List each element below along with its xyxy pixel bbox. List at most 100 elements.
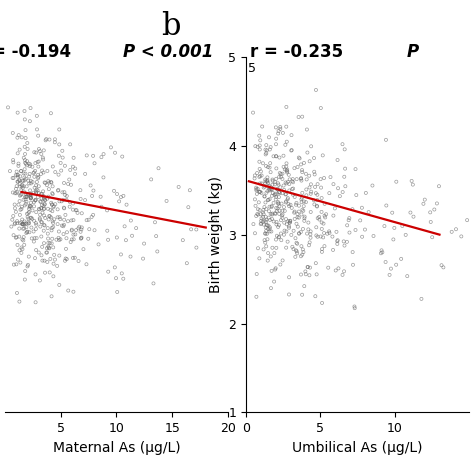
Point xyxy=(11,204,19,212)
Point xyxy=(263,230,271,237)
Point xyxy=(37,252,45,259)
Point xyxy=(299,168,306,176)
Point xyxy=(320,174,328,182)
Point xyxy=(267,185,274,192)
Point xyxy=(13,289,21,297)
Point xyxy=(36,206,43,213)
Point xyxy=(302,271,310,278)
Point xyxy=(18,182,26,190)
Point xyxy=(320,229,328,237)
Point xyxy=(14,219,21,227)
Point xyxy=(274,180,282,187)
Point xyxy=(41,196,49,204)
Point xyxy=(349,261,357,269)
Point xyxy=(288,131,295,139)
Point xyxy=(261,230,269,237)
Point xyxy=(270,153,277,160)
Point xyxy=(63,235,70,242)
Point xyxy=(16,180,24,188)
Point xyxy=(273,135,280,143)
Point xyxy=(294,163,301,171)
Point xyxy=(258,172,265,179)
Point xyxy=(370,232,377,240)
Point xyxy=(271,178,279,186)
Point xyxy=(55,236,63,244)
Point xyxy=(311,171,319,178)
Point xyxy=(50,273,57,280)
Point xyxy=(58,222,66,229)
Point xyxy=(294,213,301,221)
Point xyxy=(55,186,62,194)
Point xyxy=(25,219,33,227)
Point xyxy=(292,201,300,209)
Point xyxy=(254,143,262,151)
Point xyxy=(280,186,288,194)
Point xyxy=(20,241,28,249)
Point xyxy=(280,163,287,171)
Point xyxy=(303,175,310,183)
Point xyxy=(289,191,297,199)
Point xyxy=(269,176,276,183)
Point xyxy=(334,156,341,164)
Point xyxy=(300,159,308,167)
Point xyxy=(49,219,57,227)
Point xyxy=(22,126,29,134)
Point xyxy=(22,175,29,182)
Point xyxy=(16,197,23,205)
Point xyxy=(19,221,27,228)
Point xyxy=(21,143,28,151)
Point xyxy=(262,218,270,226)
Point xyxy=(15,162,22,170)
Point xyxy=(45,243,52,250)
Point xyxy=(49,191,56,198)
Point xyxy=(349,205,356,213)
Point xyxy=(342,182,349,190)
Point xyxy=(40,192,47,200)
Point xyxy=(289,177,296,185)
Point xyxy=(278,212,285,219)
Point xyxy=(48,292,55,300)
Point xyxy=(318,299,326,307)
Point xyxy=(100,150,107,158)
Point xyxy=(32,159,39,167)
Point xyxy=(59,189,66,196)
Point xyxy=(316,216,323,223)
Point xyxy=(250,220,257,228)
Point xyxy=(41,222,48,229)
Point xyxy=(260,246,267,253)
Point xyxy=(267,253,274,260)
Point xyxy=(20,170,27,177)
Point xyxy=(27,177,35,184)
Point xyxy=(281,219,288,227)
Point xyxy=(298,177,305,184)
Point xyxy=(40,202,47,210)
Point xyxy=(25,160,33,167)
Point xyxy=(304,149,311,156)
Point xyxy=(264,187,271,195)
Point xyxy=(302,186,310,193)
Point xyxy=(18,220,26,228)
Point xyxy=(56,215,64,223)
Point xyxy=(10,261,18,268)
Point xyxy=(107,144,115,151)
Point xyxy=(25,173,33,181)
Point xyxy=(48,235,56,243)
Point xyxy=(111,149,119,156)
Point xyxy=(75,257,82,265)
Point xyxy=(301,283,308,290)
Point xyxy=(259,159,267,167)
Point xyxy=(77,234,85,242)
Point xyxy=(313,202,320,210)
Point xyxy=(259,218,266,226)
Point xyxy=(311,183,319,191)
Point xyxy=(351,304,358,312)
Point xyxy=(286,219,293,227)
Point xyxy=(262,162,270,170)
Point xyxy=(55,171,63,179)
Point xyxy=(211,217,219,224)
Point xyxy=(298,210,305,218)
Point xyxy=(28,163,36,171)
Point xyxy=(35,189,43,197)
Point xyxy=(15,160,22,167)
Point xyxy=(270,199,277,207)
